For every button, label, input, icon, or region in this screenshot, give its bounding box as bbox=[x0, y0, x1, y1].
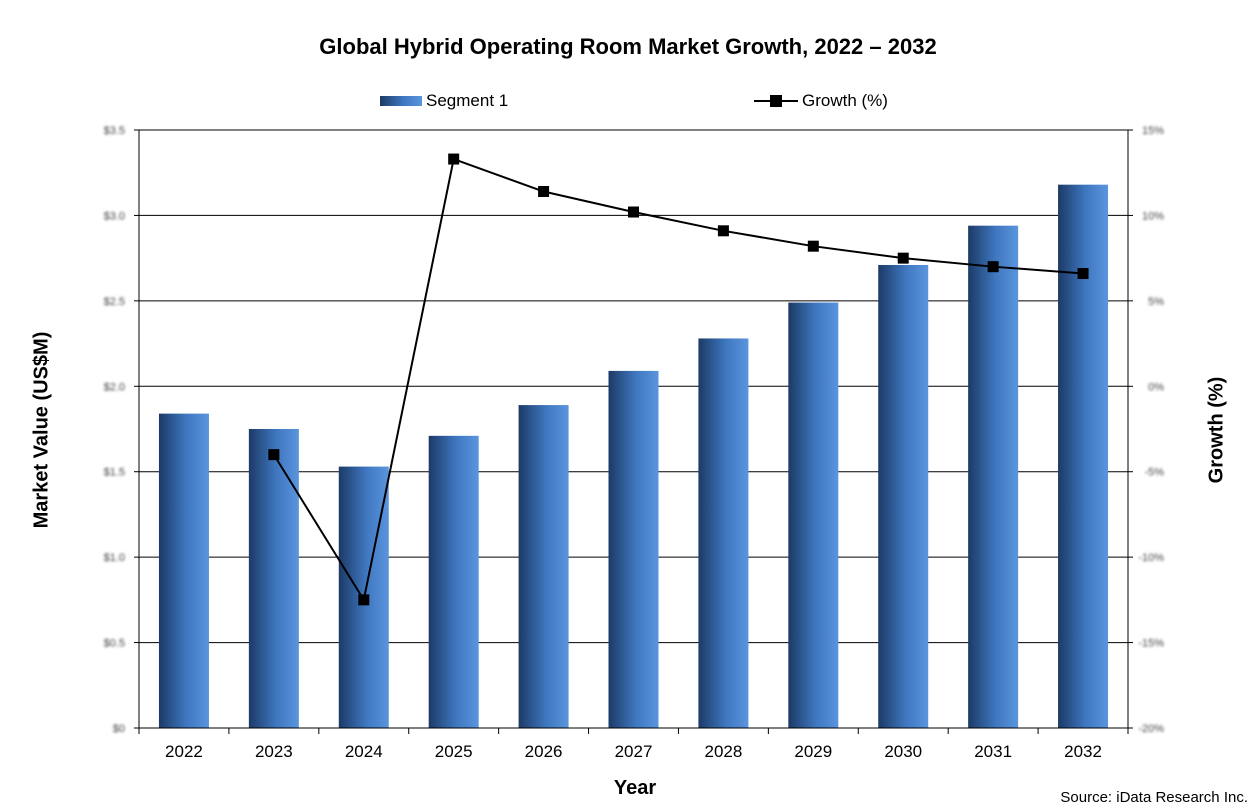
growth-marker-2028 bbox=[717, 225, 729, 237]
bar-2030 bbox=[878, 264, 929, 728]
legend-item-growth: Growth (%) bbox=[754, 88, 888, 114]
y2-tick-label: 15% bbox=[1142, 125, 1164, 137]
growth-marker-2032 bbox=[1077, 268, 1089, 280]
x-axis-title: Year bbox=[613, 777, 657, 799]
bar-2022 bbox=[158, 413, 209, 728]
y2-tick-label: -10% bbox=[1138, 552, 1164, 564]
growth-marker-2025 bbox=[448, 153, 460, 165]
growth-marker-2030 bbox=[897, 252, 909, 264]
legend: Segment 1 Growth (%) bbox=[0, 88, 1256, 114]
legend-line-marker bbox=[754, 93, 798, 109]
bar-2029 bbox=[788, 302, 839, 728]
growth-line bbox=[273, 157, 1084, 603]
bar-2026 bbox=[518, 405, 569, 728]
growth-marker-2027 bbox=[628, 206, 639, 218]
y-tick-label: $0.5 bbox=[104, 638, 125, 650]
legend-item-segment: Segment 1 bbox=[380, 88, 508, 114]
bar-2027 bbox=[608, 370, 659, 728]
legend-label-segment: Segment 1 bbox=[426, 91, 509, 110]
growth-marker-2023 bbox=[268, 449, 280, 461]
x-tick-label-2028: 2028 bbox=[704, 742, 742, 761]
x-tick-label-2030: 2030 bbox=[884, 742, 922, 761]
y2-tick-label: 0% bbox=[1148, 381, 1164, 393]
y-tick-label: $3.5 bbox=[104, 125, 125, 137]
x-tick-label-2026: 2026 bbox=[525, 742, 563, 761]
y-tick-label: $3.0 bbox=[104, 210, 125, 222]
y-tick-label: $0 bbox=[113, 723, 125, 735]
legend-bar-swatch bbox=[380, 96, 422, 106]
legend-label-growth: Growth (%) bbox=[802, 91, 888, 110]
growth-marker-2024 bbox=[358, 594, 370, 606]
y-tick-label: $2.0 bbox=[104, 381, 125, 393]
y2-tick-label: 5% bbox=[1148, 296, 1164, 308]
bar-2023 bbox=[248, 429, 299, 728]
growth-marker-2029 bbox=[807, 240, 819, 252]
y-axis-title-left: Market Value (US$M) bbox=[30, 331, 53, 529]
x-tick-label-2024: 2024 bbox=[345, 742, 383, 761]
growth-marker-2026 bbox=[538, 186, 550, 198]
x-tick-label-2025: 2025 bbox=[435, 742, 473, 761]
x-tick-label-2029: 2029 bbox=[794, 742, 832, 761]
y2-tick-label: -15% bbox=[1138, 638, 1164, 650]
y-tick-label: $1.0 bbox=[104, 552, 125, 564]
y-tick-label: $2.5 bbox=[104, 296, 125, 308]
chart-title: Global Hybrid Operating Room Market Grow… bbox=[319, 34, 937, 59]
growth-marker-2031 bbox=[987, 261, 999, 273]
y2-tick-label: 10% bbox=[1142, 210, 1164, 222]
y2-tick-label: -5% bbox=[1144, 467, 1164, 479]
y-tick-label: $1.5 bbox=[104, 467, 125, 479]
bar-2032 bbox=[1058, 184, 1109, 728]
y-axis-title-right: Growth (%) bbox=[1205, 376, 1228, 484]
bar-2028 bbox=[698, 338, 749, 728]
x-tick-label-2032: 2032 bbox=[1064, 742, 1102, 761]
bar-2025 bbox=[428, 435, 479, 728]
x-tick-label-2022: 2022 bbox=[165, 742, 203, 761]
x-tick-label-2031: 2031 bbox=[974, 742, 1012, 761]
x-tick-label-2027: 2027 bbox=[615, 742, 653, 761]
y2-tick-label: -20% bbox=[1138, 723, 1164, 735]
bar-2031 bbox=[968, 225, 1019, 728]
x-tick-label-2023: 2023 bbox=[255, 742, 293, 761]
source-note: Source: iData Research Inc. bbox=[1060, 789, 1248, 806]
